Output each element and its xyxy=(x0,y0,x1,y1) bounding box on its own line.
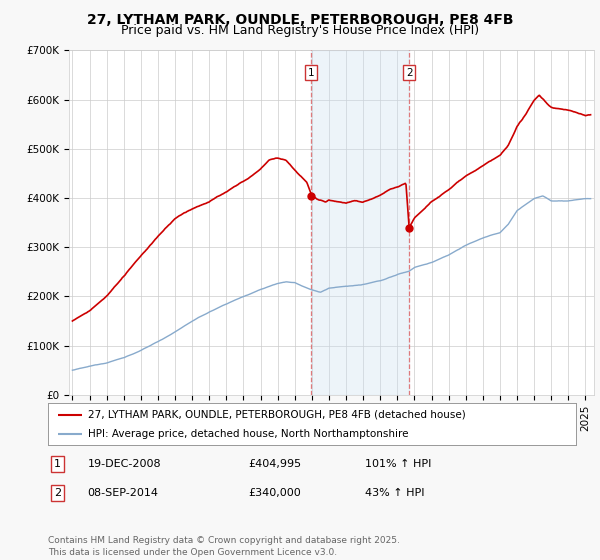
Bar xyxy=(311,50,409,395)
Text: 2: 2 xyxy=(54,488,61,498)
Text: Contains HM Land Registry data © Crown copyright and database right 2025.
This d: Contains HM Land Registry data © Crown c… xyxy=(48,536,400,557)
Text: £404,995: £404,995 xyxy=(248,459,302,469)
Text: 1: 1 xyxy=(308,68,314,78)
Text: HPI: Average price, detached house, North Northamptonshire: HPI: Average price, detached house, Nort… xyxy=(88,429,408,439)
Text: 08-SEP-2014: 08-SEP-2014 xyxy=(88,488,158,498)
Text: 27, LYTHAM PARK, OUNDLE, PETERBOROUGH, PE8 4FB: 27, LYTHAM PARK, OUNDLE, PETERBOROUGH, P… xyxy=(87,13,513,27)
Text: 43% ↑ HPI: 43% ↑ HPI xyxy=(365,488,424,498)
Text: Price paid vs. HM Land Registry's House Price Index (HPI): Price paid vs. HM Land Registry's House … xyxy=(121,24,479,37)
Text: 19-DEC-2008: 19-DEC-2008 xyxy=(88,459,161,469)
Text: 2: 2 xyxy=(406,68,412,78)
Text: £340,000: £340,000 xyxy=(248,488,301,498)
Text: 101% ↑ HPI: 101% ↑ HPI xyxy=(365,459,431,469)
Text: 27, LYTHAM PARK, OUNDLE, PETERBOROUGH, PE8 4FB (detached house): 27, LYTHAM PARK, OUNDLE, PETERBOROUGH, P… xyxy=(88,409,466,419)
Text: 1: 1 xyxy=(54,459,61,469)
